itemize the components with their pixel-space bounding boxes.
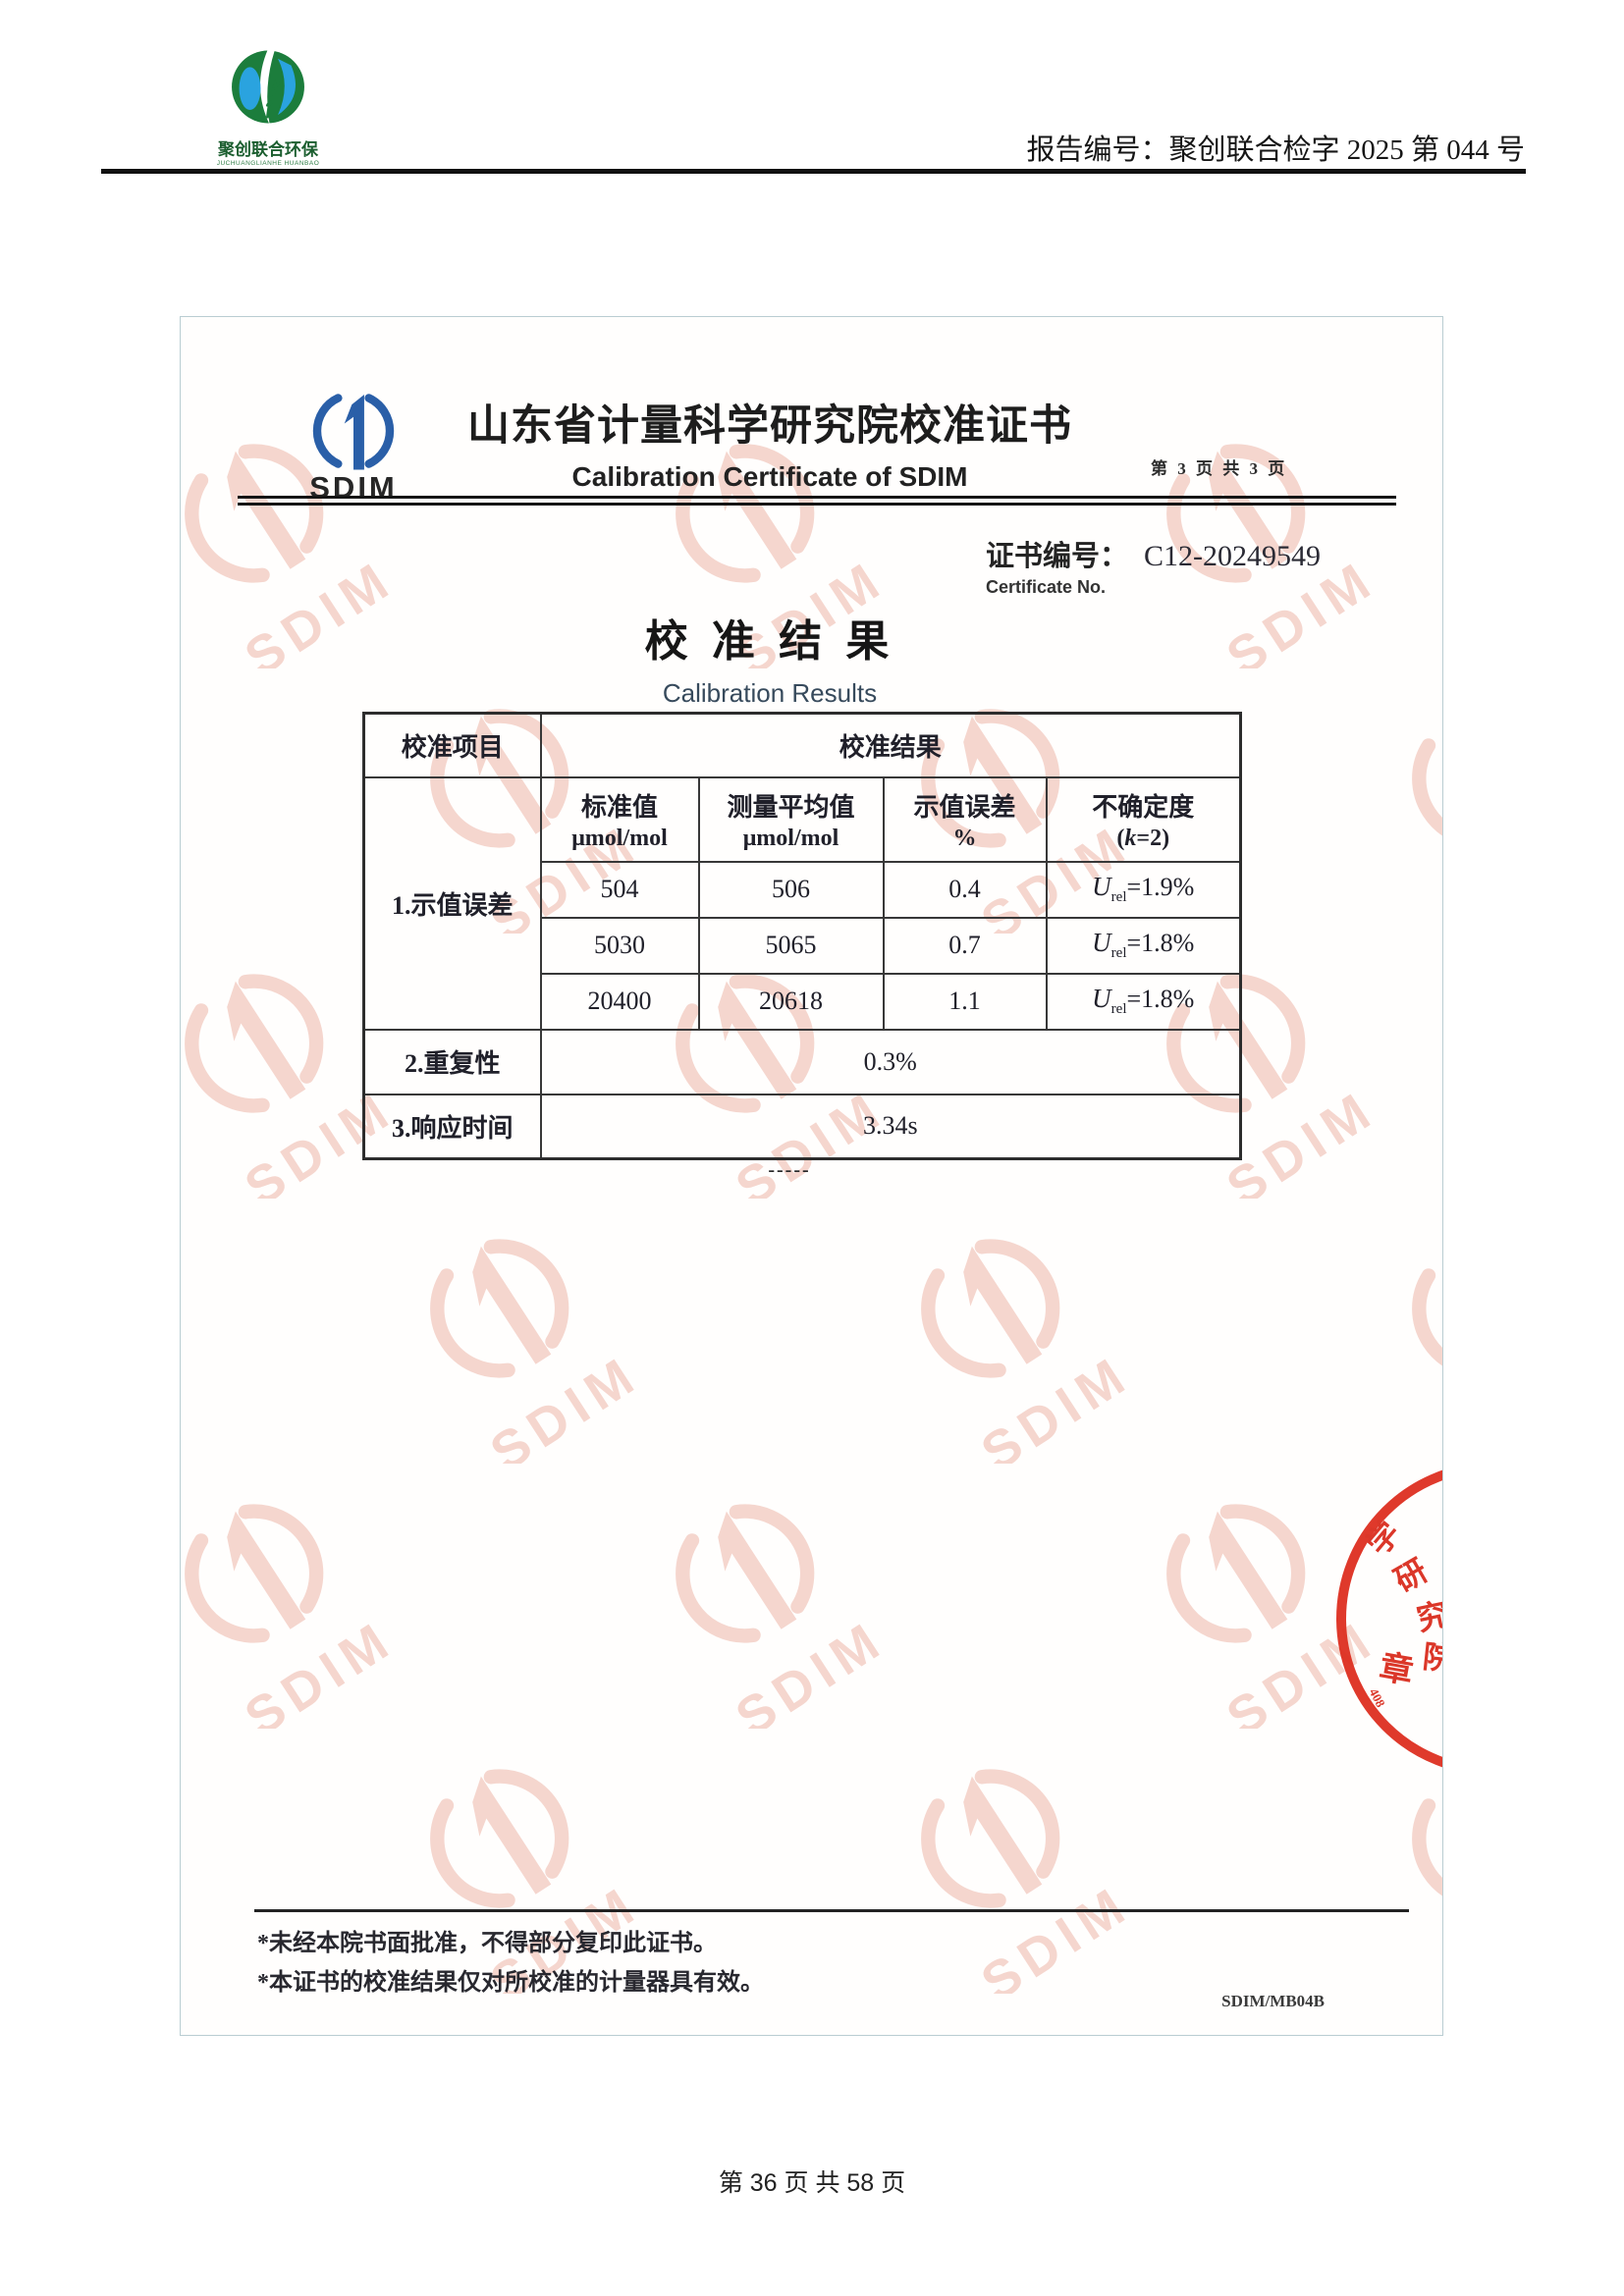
u-symbol: U: [1092, 872, 1111, 902]
seal-char: 究: [1413, 1596, 1443, 1637]
header-divider: [101, 169, 1526, 174]
certificate-number-block: 证书编号： C12-20249549 Certificate No.: [986, 533, 1321, 598]
sdim-watermark: [180, 1493, 394, 1729]
u-subscript: rel: [1110, 945, 1127, 962]
report-number: 报告编号：聚创联合检字 2025 第 044 号: [1026, 134, 1525, 166]
subheader-indication-error: 示值误差 %: [882, 775, 1048, 863]
certificate-header-divider: [238, 496, 1396, 506]
subheader-standard-value: 标准值 μmol/mol: [539, 775, 700, 863]
cell-uncertainty: Urel=1.8%: [1045, 972, 1242, 1031]
results-title-cn: 校 准 结 果: [644, 617, 895, 666]
cell-standard: 504: [539, 860, 700, 919]
subheader-line1: 测量平均值: [727, 792, 855, 822]
page-number: 第 36 页 共 58 页: [718, 2169, 906, 2197]
sdim-logo-icon: [306, 390, 401, 472]
subheader-line1: 标准值: [580, 792, 658, 822]
company-name: 聚创联合环保: [218, 140, 318, 159]
company-name-pinyin: JUCHUANGLIANHE HUANBAO: [216, 160, 320, 167]
note-validity: *本证书的校准结果仅对所校准的计量器具有效。: [257, 1970, 764, 1996]
subheader-unit: μmol/mol: [742, 825, 839, 851]
cell-error: 1.1: [882, 972, 1048, 1031]
certificate-number-label: 证书编号：: [986, 541, 1129, 572]
certificate-number-sublabel: Certificate No.: [986, 577, 1107, 597]
sdim-watermark: [1385, 1228, 1443, 1464]
table-row: 20400 20618 1.1 Urel=1.8%: [364, 972, 1242, 1031]
u-subscript: rel: [1110, 889, 1127, 906]
table-row: 2.重复性 0.3%: [362, 1028, 1242, 1095]
u-symbol: U: [1092, 928, 1111, 958]
u-subscript: rel: [1110, 1001, 1127, 1018]
sdim-logo-text: SDIM: [309, 470, 398, 505]
sdim-watermark: [404, 1758, 639, 1994]
u-value: =1.9%: [1126, 873, 1195, 902]
row-label-repeatability: 2.重复性: [362, 1028, 542, 1095]
certificate-title-en: Calibration Certificate of SDIM: [571, 461, 968, 492]
cell-repeatability-value: 0.3%: [539, 1028, 1242, 1095]
subheader-k-factor: (k=2): [1048, 826, 1240, 852]
k-open: (: [1116, 825, 1125, 851]
sdim-watermark: [404, 1228, 639, 1464]
certificate-page-info: 第 3 页 共 3 页: [1151, 459, 1288, 478]
seal-center-char: 章: [1377, 1649, 1417, 1691]
k-close: =2): [1136, 825, 1170, 851]
sdim-watermark: [649, 1493, 885, 1729]
cell-measured: 5065: [697, 916, 885, 975]
subheader-uncertainty: 不确定度 (k=2): [1045, 775, 1242, 863]
u-value: =1.8%: [1126, 929, 1195, 958]
cell-measured: 20618: [697, 972, 885, 1031]
table-row: 5030 5065 0.7 Urel=1.8%: [364, 916, 1242, 975]
subheader-line1: 不确定度: [1092, 792, 1195, 822]
seal-code: 408: [1366, 1685, 1388, 1710]
company-logo: 聚创联合环保 JUCHUANGLIANHE HUANBAO: [214, 45, 322, 167]
notes-divider: [254, 1909, 1409, 1912]
table-row: 3.响应时间 3.34s: [362, 1093, 1242, 1160]
row-label-response-time: 3.响应时间: [362, 1093, 542, 1160]
sdim-watermark: [894, 1228, 1130, 1464]
subheader-unit: μmol/mol: [571, 825, 668, 851]
certificate-scan: SDIM 山东省计量科学研究院校准证书 Calibration Certific…: [180, 316, 1443, 2036]
cell-standard: 5030: [539, 916, 700, 975]
company-logo-icon: [232, 48, 304, 126]
sdim-watermark: [894, 1758, 1130, 1994]
k-symbol: k: [1124, 825, 1137, 851]
certificate-title-cn: 山东省计量科学研究院校准证书: [467, 403, 1072, 450]
sdim-watermark: [1385, 698, 1443, 934]
subheader-line1: 示值误差: [913, 792, 1016, 822]
certificate-titles: 山东省计量科学研究院校准证书 Calibration Certificate o…: [397, 392, 1143, 493]
col-header-results: 校准结果: [539, 712, 1242, 778]
subheader-unit: %: [952, 825, 977, 851]
cell-error: 0.7: [882, 916, 1048, 975]
cell-uncertainty: Urel=1.9%: [1045, 860, 1242, 919]
table-row: 1.示值误差 标准值 μmol/mol 测量平均值 μmol/mol 示值误差 …: [362, 775, 1242, 1031]
calibration-results-table: 校准项目 校准结果 1.示值误差 标准值 μmol/mol 测量平均值 μmol…: [362, 712, 1243, 1160]
seal-char: 学: [1359, 1515, 1408, 1562]
u-symbol: U: [1092, 984, 1111, 1014]
table-row: 校准项目 校准结果: [362, 712, 1242, 778]
end-of-results-mark: -----: [768, 1159, 811, 1181]
cell-response-time-value: 3.34s: [539, 1093, 1242, 1160]
form-code: SDIM/MB04B: [1221, 1992, 1325, 2010]
results-title-en: Calibration Results: [662, 678, 878, 708]
results-title-block: 校 准 结 果 Calibration Results: [475, 606, 1064, 709]
cell-measured: 506: [697, 860, 885, 919]
note-copy-restriction: *未经本院书面批准，不得部分复印此证书。: [257, 1931, 717, 1956]
cell-standard: 20400: [539, 972, 700, 1031]
seal-char: 研: [1388, 1552, 1434, 1599]
sdim-watermark: [1385, 1758, 1443, 1994]
certificate-number-value: C12-20249549: [1144, 540, 1322, 572]
seal-char: 院: [1421, 1638, 1443, 1678]
col-header-item: 校准项目: [362, 712, 542, 778]
subheader-measured-mean: 测量平均值 μmol/mol: [697, 775, 885, 863]
u-value: =1.8%: [1126, 985, 1195, 1014]
table-row: 504 506 0.4 Urel=1.9%: [364, 860, 1242, 919]
cell-error: 0.4: [882, 860, 1048, 919]
row-label-indication-error: 1.示值误差: [362, 775, 542, 1031]
cell-uncertainty: Urel=1.8%: [1045, 916, 1242, 975]
